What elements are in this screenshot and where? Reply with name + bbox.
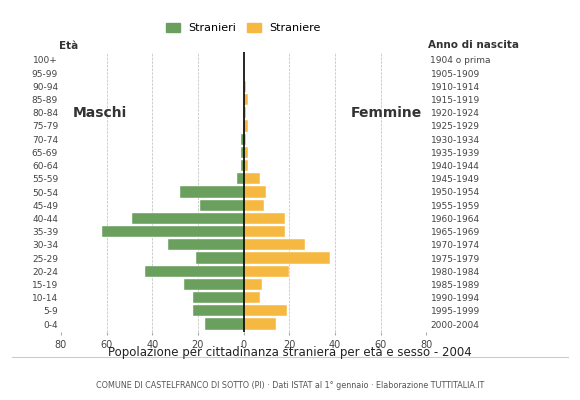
Bar [200, 200, 244, 211]
Bar [244, 186, 266, 198]
Bar [244, 213, 285, 224]
Text: Popolazione per cittadinanza straniera per età e sesso - 2004: Popolazione per cittadinanza straniera p… [108, 346, 472, 359]
Bar [244, 252, 331, 264]
Bar [244, 120, 248, 132]
Bar [244, 318, 276, 330]
Bar [244, 279, 262, 290]
Bar [241, 134, 244, 145]
Bar [244, 147, 248, 158]
Bar [241, 160, 244, 171]
Bar [168, 239, 244, 250]
Bar [244, 94, 248, 105]
Bar [146, 266, 244, 277]
Bar [102, 226, 244, 237]
Text: COMUNE DI CASTELFRANCO DI SOTTO (PI) · Dati ISTAT al 1° gennaio · Elaborazione T: COMUNE DI CASTELFRANCO DI SOTTO (PI) · D… [96, 381, 484, 390]
Bar [244, 200, 264, 211]
Bar [184, 279, 244, 290]
Bar [244, 226, 285, 237]
Bar [195, 252, 244, 264]
Bar [244, 266, 289, 277]
Bar [244, 305, 287, 316]
Bar [180, 186, 244, 198]
Bar [241, 147, 244, 158]
Legend: Stranieri, Straniere: Stranieri, Straniere [162, 18, 325, 38]
Text: Maschi: Maschi [72, 106, 126, 120]
Bar [244, 173, 260, 184]
Bar [244, 239, 305, 250]
Text: Età: Età [59, 41, 78, 51]
Bar [244, 160, 248, 171]
Bar [193, 305, 244, 316]
Bar [244, 134, 246, 145]
Bar [132, 213, 244, 224]
Bar [244, 107, 246, 118]
Bar [237, 173, 244, 184]
Text: Femmine: Femmine [351, 106, 422, 120]
Bar [205, 318, 244, 330]
Text: Anno di nascita: Anno di nascita [428, 40, 519, 50]
Bar [244, 292, 260, 303]
Bar [244, 81, 246, 92]
Bar [193, 292, 244, 303]
